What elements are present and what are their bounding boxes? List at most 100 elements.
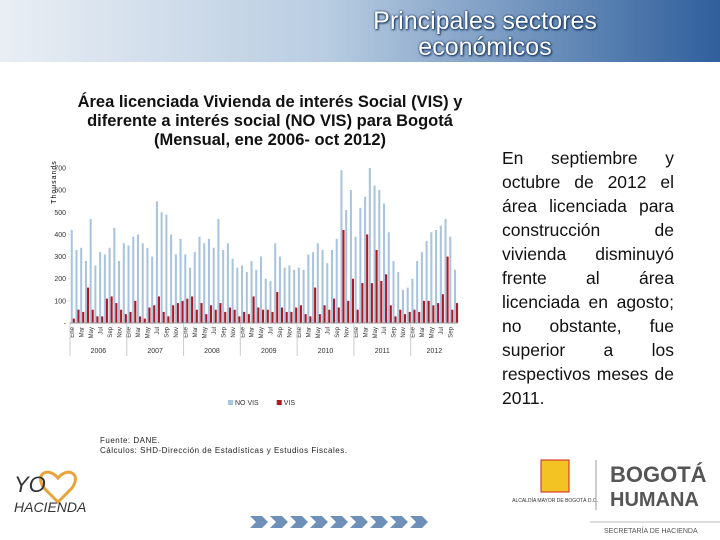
bar	[392, 261, 395, 323]
bar	[283, 267, 286, 323]
x-tick-label: Jul	[269, 327, 275, 335]
bar	[449, 236, 452, 323]
bar	[176, 303, 179, 323]
bar	[179, 238, 182, 323]
slide-title: Principales sectores económicos	[373, 7, 597, 61]
logo-text: HACIENDA	[14, 499, 86, 515]
x-tick-label: Jul	[439, 327, 445, 335]
x-tick-label: Nov	[231, 327, 237, 338]
arrows	[250, 516, 428, 528]
bar	[399, 309, 402, 323]
bar	[347, 300, 350, 323]
bar	[316, 243, 319, 323]
bar	[437, 303, 440, 323]
bar	[118, 261, 121, 323]
bar	[124, 314, 127, 323]
x-tick-label: May	[146, 327, 152, 338]
bar	[309, 316, 312, 323]
bar	[203, 243, 206, 323]
bar	[293, 269, 296, 323]
x-tick-label: Ene	[70, 326, 76, 337]
bar	[295, 307, 298, 323]
legend-swatch	[228, 400, 233, 405]
x-tick-label: Mar	[79, 327, 85, 337]
bar	[425, 241, 428, 323]
bar	[441, 294, 444, 323]
bar	[389, 305, 392, 323]
year-label: 2012	[427, 348, 443, 355]
bar	[446, 256, 449, 323]
year-label: 2010	[318, 348, 334, 355]
logo-text: HUMANA	[610, 489, 699, 511]
bar	[356, 309, 359, 323]
bar	[368, 168, 371, 323]
x-tick-label: Sep	[108, 326, 114, 337]
year-label: 2007	[147, 348, 163, 355]
x-tick-label: Nov	[344, 327, 350, 338]
x-tick-label: Mar	[250, 327, 256, 337]
bar	[167, 316, 170, 323]
year-label: 2011	[375, 348, 390, 355]
bar	[226, 243, 229, 323]
bar	[276, 292, 279, 323]
x-tick-label: Sep	[278, 326, 284, 337]
legend-swatch	[276, 400, 282, 405]
x-tick-label: May	[89, 327, 95, 338]
x-tick-label: Jul	[212, 327, 218, 335]
x-tick-label: Mar	[307, 327, 313, 337]
bar	[314, 287, 317, 323]
bar	[401, 289, 404, 323]
bar	[418, 311, 421, 323]
bar	[189, 267, 192, 323]
bar	[420, 252, 423, 323]
bar	[241, 265, 244, 323]
paragraph: En septiembre y octubre de 2012 el área …	[502, 148, 674, 408]
bar	[290, 311, 293, 323]
bar	[321, 249, 324, 323]
bar	[222, 249, 225, 323]
y-axis-label: Thousands	[51, 160, 58, 204]
y-tick-label: 300	[54, 254, 66, 261]
bar	[245, 272, 248, 323]
bar	[105, 298, 108, 323]
bar	[385, 274, 388, 323]
year-label: 2008	[204, 348, 220, 355]
bar	[243, 311, 246, 323]
bar	[269, 280, 272, 323]
bar	[262, 309, 265, 323]
bar	[416, 261, 419, 323]
bar	[366, 234, 369, 323]
bar	[354, 236, 357, 323]
bar	[132, 236, 135, 323]
bar	[359, 207, 362, 323]
bar	[72, 318, 75, 323]
bar	[191, 296, 194, 323]
bar	[266, 309, 269, 323]
bar	[84, 261, 87, 323]
bar	[280, 307, 284, 323]
bar	[153, 305, 156, 323]
bar	[380, 280, 383, 323]
source-line: Cálculos: SHD-Dirección de Estadísticas …	[100, 446, 348, 455]
bar	[129, 311, 132, 323]
bar	[103, 254, 106, 323]
bar	[186, 298, 189, 323]
bar	[86, 287, 90, 323]
x-tick-label: Ene	[411, 326, 417, 337]
bar	[146, 247, 149, 323]
bar	[148, 307, 151, 323]
bar	[456, 303, 459, 323]
x-tick-label: Ene	[297, 326, 303, 337]
logo-text: ALCALDÍA MAYOR DE BOGOTÁ D.C.	[512, 497, 598, 504]
bar	[122, 243, 125, 323]
year-label: 2009	[261, 348, 277, 355]
y-tick-label: 500	[54, 210, 66, 217]
bar	[397, 272, 400, 323]
bar	[127, 245, 130, 323]
bar	[453, 269, 457, 323]
bar	[219, 303, 222, 323]
x-tick-label: Sep	[165, 326, 171, 337]
bar	[136, 234, 140, 323]
